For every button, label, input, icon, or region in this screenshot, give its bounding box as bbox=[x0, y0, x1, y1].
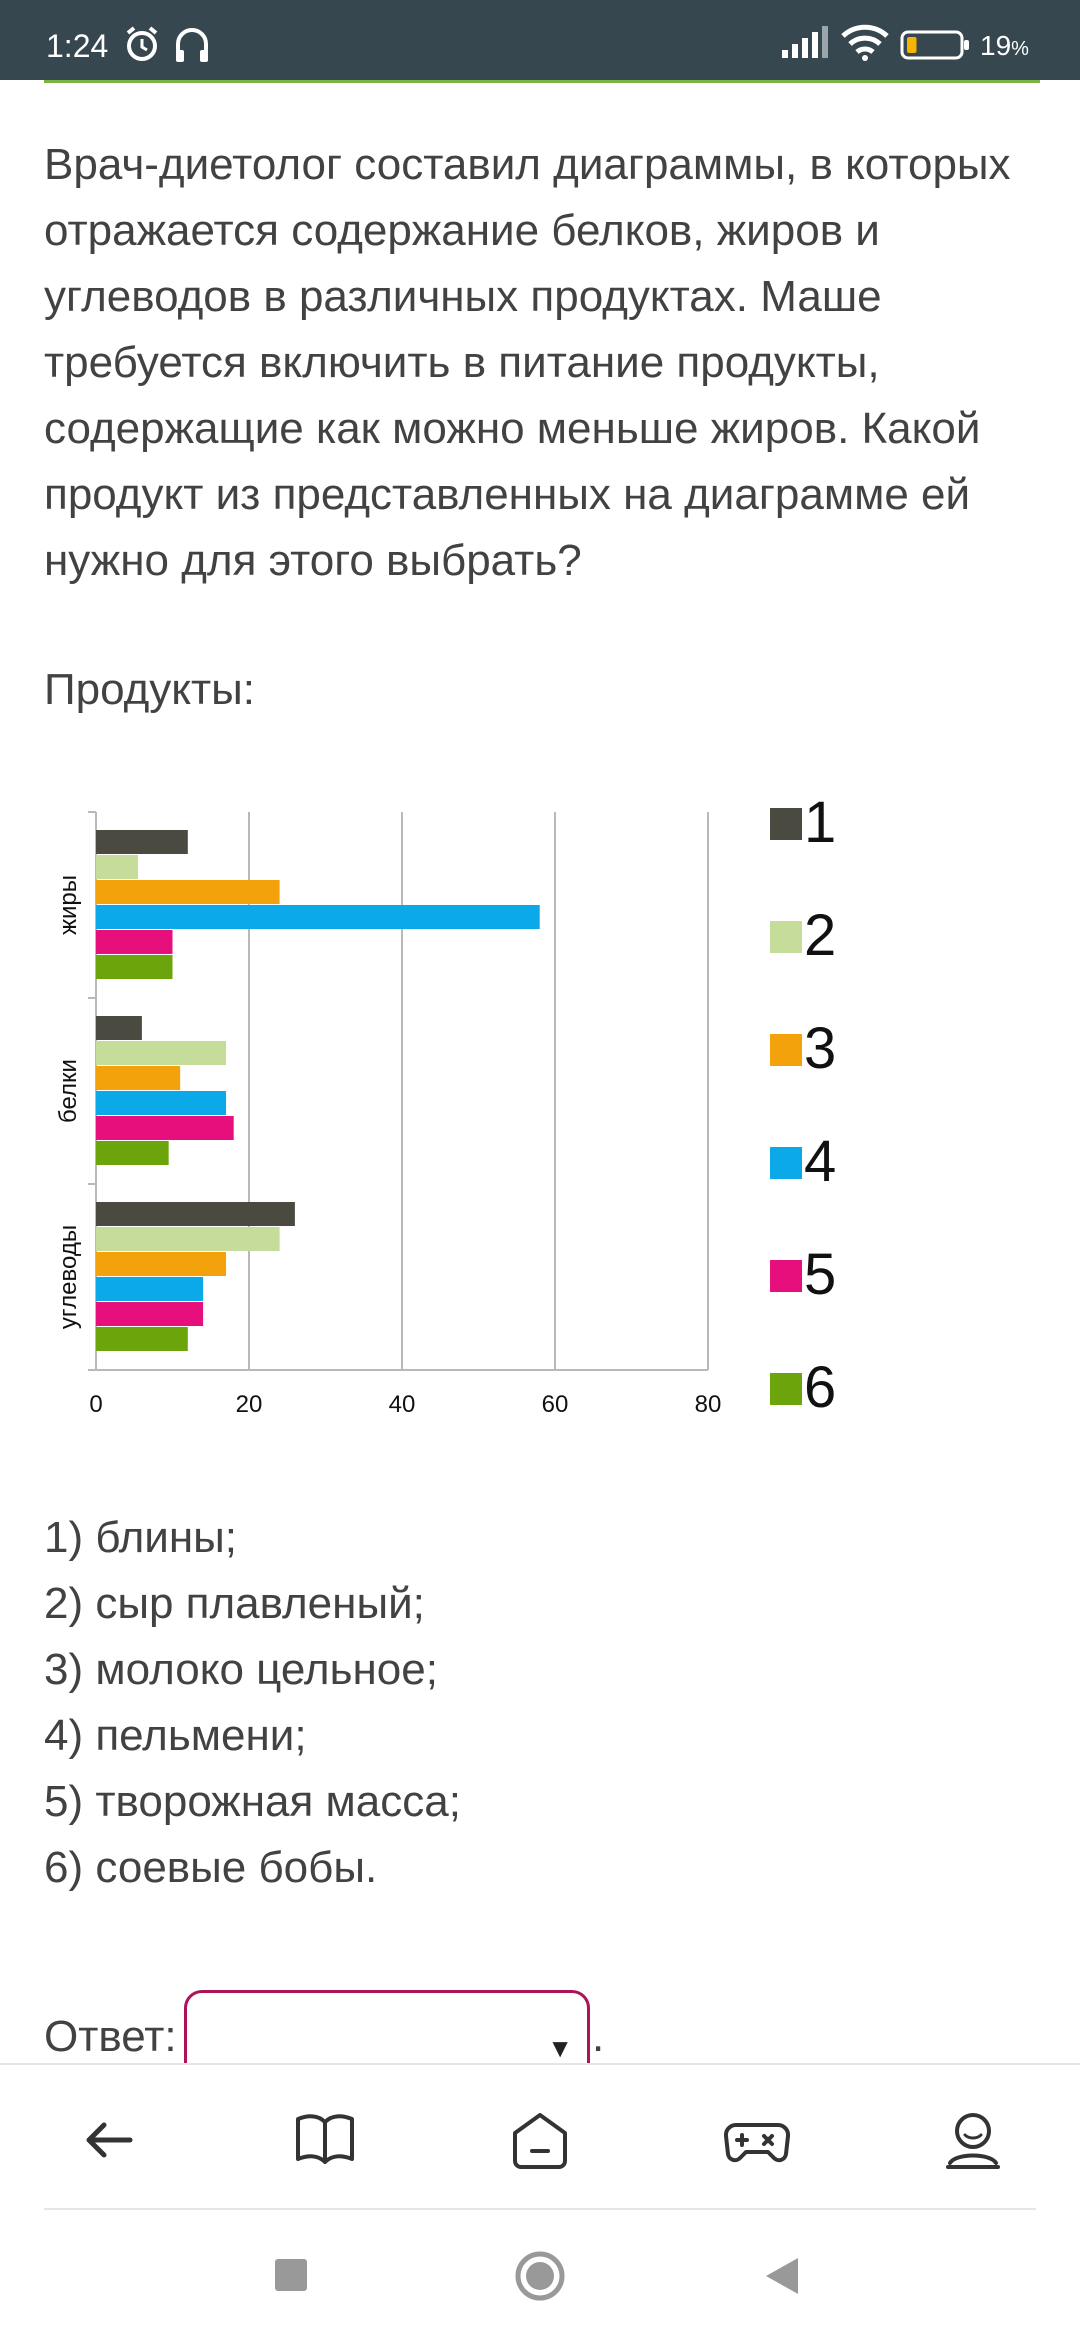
bar-белки-1 bbox=[96, 1016, 142, 1040]
option-6: 6) соевые бобы. bbox=[44, 1843, 378, 1892]
bar-белки-3 bbox=[96, 1066, 181, 1090]
question-text: Врач-диетолог составил диаграммы, в кото… bbox=[44, 140, 1011, 585]
bar-жиры-4 bbox=[96, 905, 540, 929]
x-tick-label: 80 bbox=[695, 1391, 722, 1418]
category-label: жиры bbox=[55, 875, 82, 935]
status-time: 1:24 bbox=[46, 28, 109, 64]
legend-swatch-2 bbox=[770, 921, 802, 953]
bar-углеводы-1 bbox=[96, 1202, 295, 1226]
back-triangle-icon[interactable] bbox=[762, 2256, 802, 2301]
bar-углеводы-3 bbox=[96, 1252, 227, 1276]
bar-жиры-1 bbox=[96, 830, 188, 854]
option-1: 1) блины; bbox=[44, 1513, 237, 1562]
book-icon[interactable] bbox=[290, 2105, 360, 2175]
system-navigation bbox=[0, 2212, 1080, 2340]
legend-label-3: 3 bbox=[804, 1016, 836, 1081]
nutrition-chart: жиры белки углеводы 0 20 40 60 80 1 2 3 4 5 6 bbox=[55, 790, 836, 1420]
x-tick-label: 60 bbox=[542, 1391, 569, 1418]
gamepad-icon[interactable] bbox=[722, 2105, 792, 2175]
bar-жиры-2 bbox=[96, 855, 139, 879]
signal-icon bbox=[780, 26, 828, 63]
divider bbox=[44, 80, 1040, 83]
legend-label-5: 5 bbox=[804, 1242, 836, 1307]
legend-label-6: 6 bbox=[804, 1355, 836, 1420]
bar-углеводы-4 bbox=[96, 1277, 204, 1301]
option-4: 4) пельмени; bbox=[44, 1711, 307, 1760]
answer-label: Ответ: bbox=[44, 2012, 177, 2061]
x-tick-label: 40 bbox=[389, 1391, 416, 1418]
options-list: 1) блины; 2) сыр плавленый; 3) молоко це… bbox=[44, 1505, 461, 1901]
option-5: 5) творожная масса; bbox=[44, 1777, 461, 1826]
alarm-icon bbox=[122, 24, 162, 69]
answer-trailing: . bbox=[592, 2012, 605, 2061]
status-bar: 1:24 19% bbox=[0, 0, 1080, 80]
legend-label-2: 2 bbox=[804, 903, 836, 968]
bar-белки-6 bbox=[96, 1141, 169, 1165]
home-icon[interactable] bbox=[505, 2105, 575, 2175]
bottom-navigation bbox=[0, 2063, 1080, 2214]
products-label: Продукты: bbox=[44, 665, 256, 714]
divider bbox=[44, 2208, 1036, 2210]
headphones-icon bbox=[172, 24, 212, 69]
bar-углеводы-2 bbox=[96, 1227, 280, 1251]
home-circle-icon[interactable] bbox=[514, 2250, 566, 2307]
category-label: углеводы bbox=[55, 1225, 82, 1329]
legend-swatch-1 bbox=[770, 808, 802, 840]
bar-углеводы-6 bbox=[96, 1327, 188, 1351]
profile-icon[interactable] bbox=[938, 2105, 1008, 2175]
bar-жиры-6 bbox=[96, 955, 173, 979]
wifi-icon bbox=[840, 22, 890, 67]
option-3: 3) молоко цельное; bbox=[44, 1645, 438, 1694]
x-tick-label: 20 bbox=[236, 1391, 263, 1418]
dropdown-arrow-icon: ▼ bbox=[547, 2033, 573, 2063]
legend-label-1: 1 bbox=[804, 790, 836, 855]
bar-белки-4 bbox=[96, 1091, 227, 1115]
back-arrow-icon[interactable] bbox=[74, 2105, 144, 2175]
x-tick-label: 0 bbox=[89, 1391, 102, 1418]
bar-жиры-3 bbox=[96, 880, 280, 904]
battery-percent: 19% bbox=[980, 30, 1029, 61]
bar-белки-2 bbox=[96, 1041, 227, 1065]
legend-swatch-3 bbox=[770, 1034, 802, 1066]
legend-swatch-5 bbox=[770, 1260, 802, 1292]
option-2: 2) сыр плавленый; bbox=[44, 1579, 425, 1628]
bar-углеводы-5 bbox=[96, 1302, 204, 1326]
recents-icon[interactable] bbox=[274, 2258, 308, 2297]
battery-icon bbox=[900, 30, 972, 65]
bar-жиры-5 bbox=[96, 930, 173, 954]
legend-label-4: 4 bbox=[804, 1129, 836, 1194]
legend-swatch-4 bbox=[770, 1147, 802, 1179]
category-label: белки bbox=[55, 1059, 82, 1123]
bar-белки-5 bbox=[96, 1116, 234, 1140]
legend-swatch-6 bbox=[770, 1373, 802, 1405]
